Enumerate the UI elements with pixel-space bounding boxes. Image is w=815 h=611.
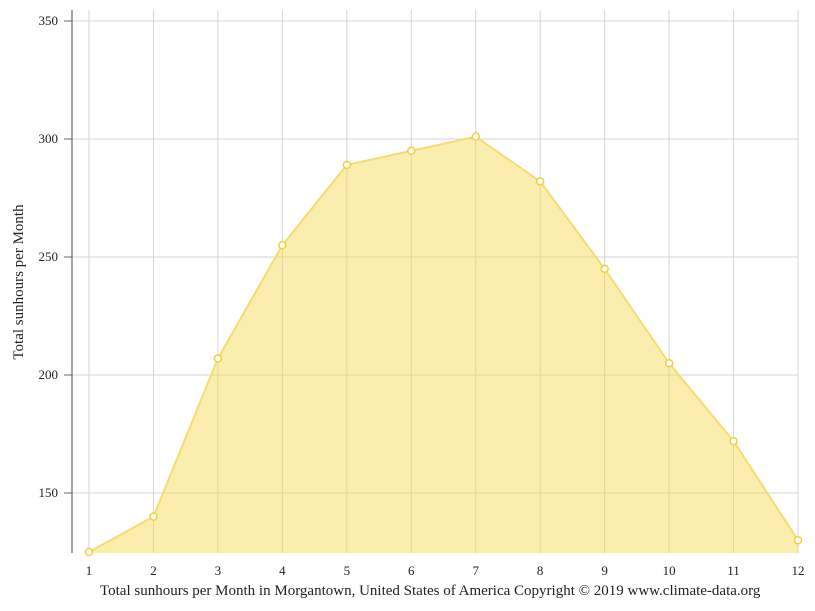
y-tick-label: 200 [39, 367, 59, 382]
y-tick-label: 300 [39, 131, 59, 146]
x-tick-label: 7 [472, 563, 479, 578]
area-fill [89, 136, 798, 553]
data-point[interactable] [407, 146, 416, 156]
x-tick-label: 12 [792, 563, 805, 578]
data-point[interactable] [600, 264, 609, 274]
chart-caption: Total sunhours per Month in Morgantown, … [100, 583, 761, 599]
data-point[interactable] [213, 354, 223, 363]
x-tick-label: 3 [215, 563, 222, 578]
y-tick-label: 250 [39, 249, 59, 264]
data-point[interactable] [793, 535, 803, 545]
data-point[interactable] [342, 160, 352, 170]
data-point[interactable] [149, 512, 158, 521]
data-point[interactable] [729, 436, 738, 446]
x-tick-label: 5 [344, 563, 351, 578]
x-tick-label: 10 [663, 563, 676, 578]
data-point[interactable] [278, 240, 287, 250]
y-axis-label: Total sunhours per Month [11, 204, 27, 360]
series-line [88, 135, 799, 553]
data-point[interactable] [535, 177, 545, 186]
x-tick-label: 4 [279, 563, 286, 578]
grid-lines [72, 10, 799, 553]
y-axis-ticks: 150 200 250 300 350 [39, 13, 72, 500]
data-point[interactable] [84, 547, 94, 557]
x-tick-label: 8 [537, 563, 544, 578]
data-point[interactable] [471, 132, 480, 141]
area-series [84, 132, 803, 557]
x-tick-label: 9 [601, 563, 608, 578]
data-point[interactable] [664, 358, 674, 368]
x-tick-label: 11 [727, 563, 740, 578]
x-axis-ticks: 1 2 3 4 5 6 7 8 9 10 11 12 [86, 563, 805, 578]
x-tick-label: 6 [408, 563, 415, 578]
x-tick-label: 2 [150, 563, 157, 578]
y-tick-label: 350 [39, 13, 59, 28]
x-tick-label: 1 [86, 563, 93, 578]
y-tick-label: 150 [39, 485, 59, 500]
